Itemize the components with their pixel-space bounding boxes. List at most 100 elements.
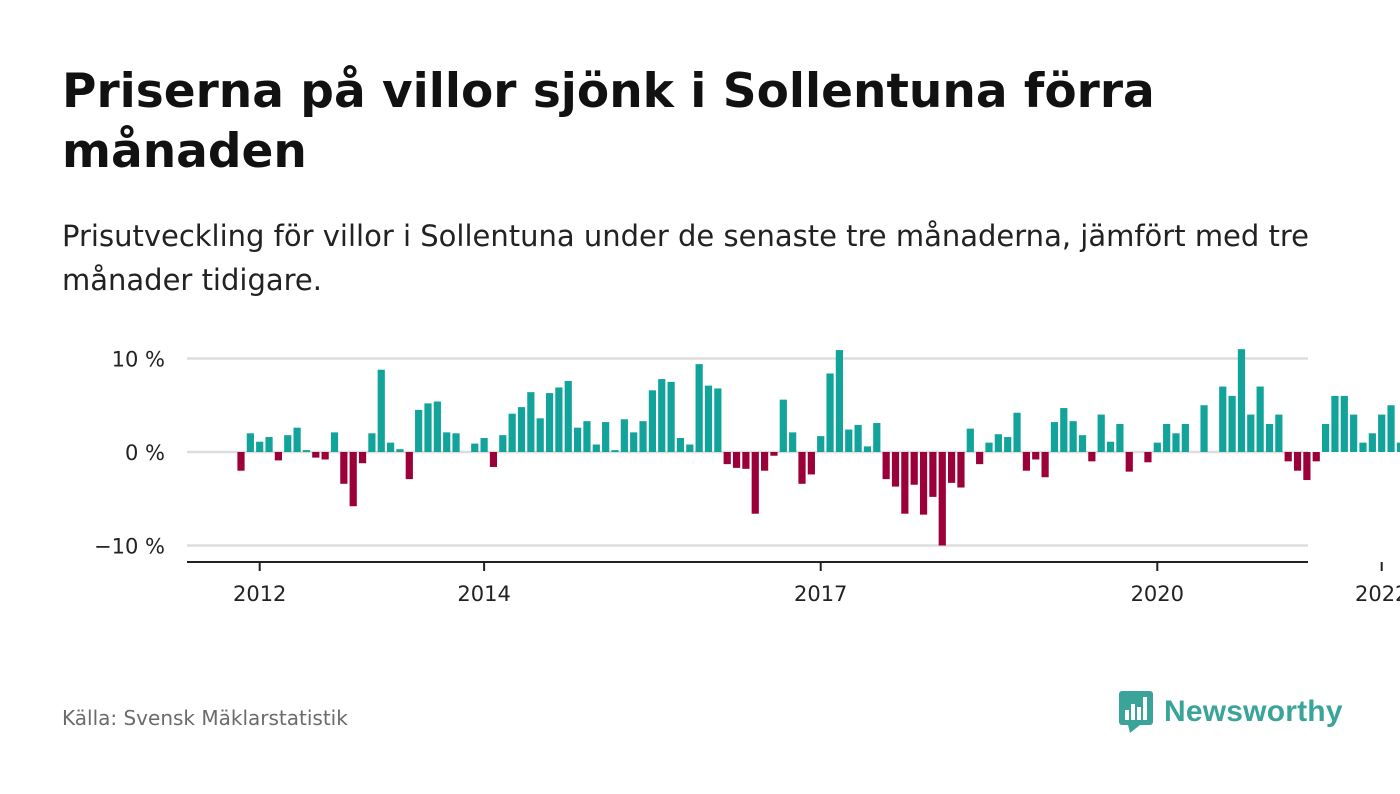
bar (751, 452, 759, 514)
y-tick-labels: 10 % 0 % −10 % (94, 348, 165, 559)
bar (321, 452, 329, 460)
bar (826, 373, 834, 452)
y-tick-label: −10 % (94, 535, 165, 559)
bar (966, 428, 974, 453)
bar (1340, 395, 1348, 452)
bar (480, 437, 488, 452)
bar (256, 441, 264, 453)
bar (863, 446, 872, 452)
bar (891, 452, 900, 487)
bar (1004, 437, 1012, 452)
bar (545, 393, 554, 452)
bar (330, 432, 339, 452)
bars (237, 349, 1400, 546)
bar (929, 452, 937, 497)
bar (1032, 452, 1040, 460)
bar (1293, 452, 1302, 471)
bar (405, 452, 413, 480)
bar (994, 434, 1002, 452)
bar (302, 450, 311, 452)
bar (845, 429, 853, 452)
bar (1247, 414, 1255, 452)
bar (854, 424, 862, 452)
chart-subtitle: Prisutveckling för villor i Sollentuna u… (62, 219, 1310, 297)
bar (1013, 412, 1021, 452)
bar (1359, 442, 1367, 452)
bar (274, 452, 282, 461)
bar (817, 436, 825, 452)
bar (742, 452, 750, 469)
bar (517, 407, 526, 452)
bar (667, 381, 675, 453)
bar (602, 422, 610, 452)
bar (293, 427, 301, 452)
bar (770, 452, 778, 456)
bar (1396, 442, 1400, 452)
bar (1041, 452, 1049, 478)
bar (368, 433, 376, 452)
bar (415, 409, 423, 452)
bar (1275, 414, 1283, 452)
bar (340, 452, 348, 484)
bar (807, 452, 815, 475)
newsworthy-logo-text: Newsworthy (1164, 695, 1343, 728)
x-tick-label: 2014 (457, 582, 510, 606)
bar (704, 385, 713, 452)
bar (471, 443, 479, 452)
newsworthy-logo-icon (1119, 691, 1153, 733)
bar (1256, 386, 1264, 452)
bar (433, 401, 441, 452)
bar (1022, 452, 1030, 471)
bar (1387, 405, 1395, 452)
bar (882, 452, 890, 480)
bar (387, 442, 395, 452)
bar (1106, 441, 1115, 453)
bar (620, 419, 628, 453)
bar (732, 452, 741, 468)
bar (508, 413, 516, 452)
newsworthy-logo: Newsworthy (1118, 690, 1343, 734)
x-tick-label: 2020 (1131, 582, 1184, 606)
bar (499, 435, 507, 452)
bar (592, 444, 600, 452)
bar (789, 432, 797, 452)
bar (396, 449, 404, 452)
bar (648, 390, 656, 452)
bar (349, 452, 357, 507)
bar (676, 437, 685, 452)
bar (1181, 423, 1189, 452)
bar (443, 432, 451, 452)
bar (695, 364, 703, 452)
bar (919, 452, 928, 515)
bar (714, 388, 722, 452)
bar (1088, 452, 1096, 462)
bar (1125, 452, 1133, 472)
bar (1163, 423, 1171, 452)
bar (1097, 414, 1105, 452)
bar (312, 452, 320, 458)
bar (1116, 423, 1124, 452)
bar (424, 403, 432, 452)
bar (358, 452, 367, 464)
bar (630, 432, 638, 452)
bar (976, 452, 984, 465)
bar (1069, 421, 1077, 452)
bar (1378, 414, 1386, 452)
bar (1303, 452, 1311, 481)
bar (901, 452, 909, 514)
bar (1219, 386, 1227, 452)
bar (658, 379, 666, 452)
bar (639, 421, 647, 452)
bar (1050, 422, 1059, 452)
bar (536, 418, 544, 452)
bar (938, 452, 946, 546)
bar (284, 435, 292, 452)
bar (377, 369, 385, 452)
bar (686, 444, 694, 452)
bar (779, 399, 787, 452)
bar (948, 452, 956, 483)
bar (873, 423, 881, 452)
bar (489, 452, 498, 467)
bar (1200, 405, 1208, 452)
bar (237, 452, 245, 471)
